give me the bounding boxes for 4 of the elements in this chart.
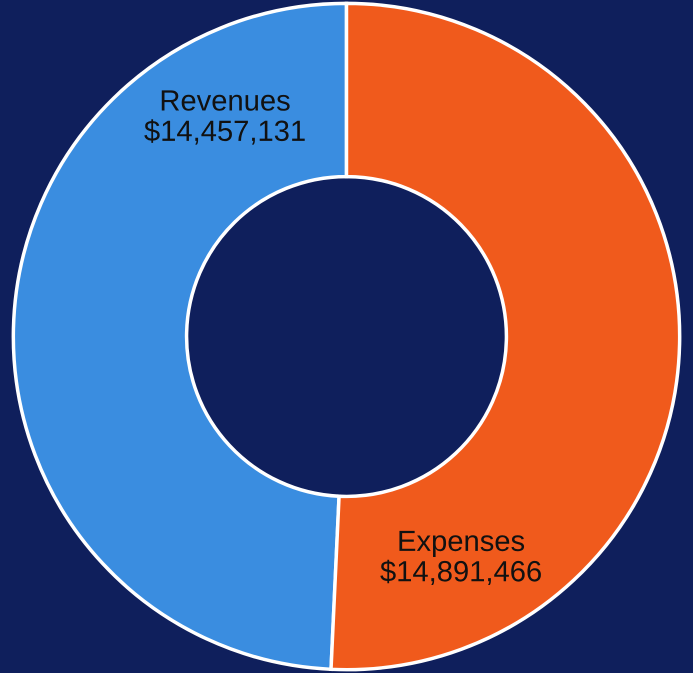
data-label: $14,457,131 (144, 119, 305, 145)
slice-label: Expenses (399, 530, 524, 557)
slice-label: Revenues (162, 90, 290, 111)
data-label: $14,891,466 (380, 560, 541, 586)
